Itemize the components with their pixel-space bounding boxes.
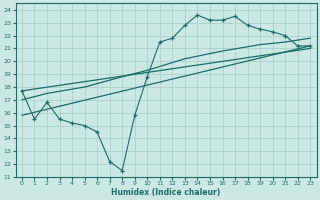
X-axis label: Humidex (Indice chaleur): Humidex (Indice chaleur) — [111, 188, 221, 197]
